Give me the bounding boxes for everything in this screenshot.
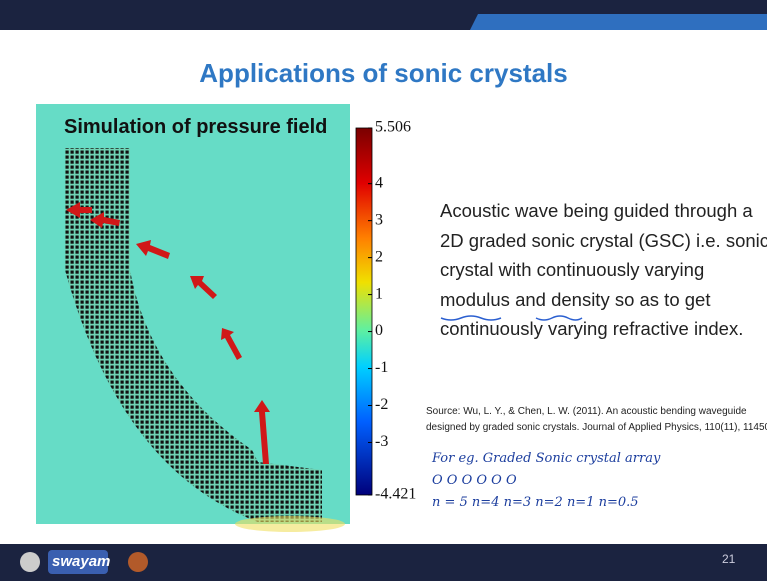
logo-icon [20, 552, 40, 572]
note-line: n = 5 n=4 n=3 n=2 n=1 n=0.5 [432, 492, 660, 514]
bottom-bar [0, 544, 767, 581]
logo-text: swayam [52, 553, 110, 570]
colorbar-tick-label: 1 [375, 285, 383, 302]
source: Source: Wu, L. Y., & Chen, L. W. (2011).… [426, 404, 766, 436]
colorbar-tick-label: -1 [375, 359, 388, 376]
colorbar-tick-label: -3 [375, 433, 388, 450]
colorbar-tick-label: -4.421 [375, 486, 416, 503]
top-accent [470, 14, 767, 30]
logo-icon [128, 552, 148, 572]
image-caption: Simulation of pressure field [64, 116, 327, 139]
text-line: Acoustic wave being guided through a [440, 196, 760, 226]
text-line: Source: Wu, L. Y., & Chen, L. W. (2011).… [426, 404, 766, 420]
text-line: 2D graded sonic crystal (GSC) i.e. sonic [440, 226, 760, 256]
colorbar-tick-label: 2 [375, 248, 383, 265]
colorbar [356, 128, 372, 495]
text-line: continuously varying refractive index. [440, 314, 760, 344]
handwritten-notes: For eg. Graded Sonic crystal array O O O… [432, 448, 660, 514]
colorbar-tick-label: 5.506 [375, 119, 411, 136]
colorbar-tick-label: 4 [375, 174, 383, 191]
note-line: O O O O O O [432, 470, 660, 492]
page-number: 21 [722, 552, 735, 566]
colorbar-tick-label: 0 [375, 322, 383, 339]
slide-title: Applications of sonic crystals [0, 58, 767, 89]
colorbar-tick-label: 3 [375, 211, 383, 228]
text-line: designed by graded sonic crystals. Journ… [426, 420, 766, 436]
note-line: For eg. Graded Sonic crystal array [432, 448, 660, 470]
wave-fringe [235, 516, 345, 532]
text-line: modulus and density so as to get [440, 285, 760, 315]
colorbar-ticks: 5.506 4 3 2 1 0 -1 -2 -3 -4.421 [368, 119, 416, 503]
description: Acoustic wave being guided through a 2D … [440, 196, 760, 344]
slide: 5.50643210-1-2-3-4.421 Applications of s… [0, 0, 767, 581]
text-line: crystal with continuously varying [440, 255, 760, 285]
colorbar-tick-label: -2 [375, 396, 388, 413]
